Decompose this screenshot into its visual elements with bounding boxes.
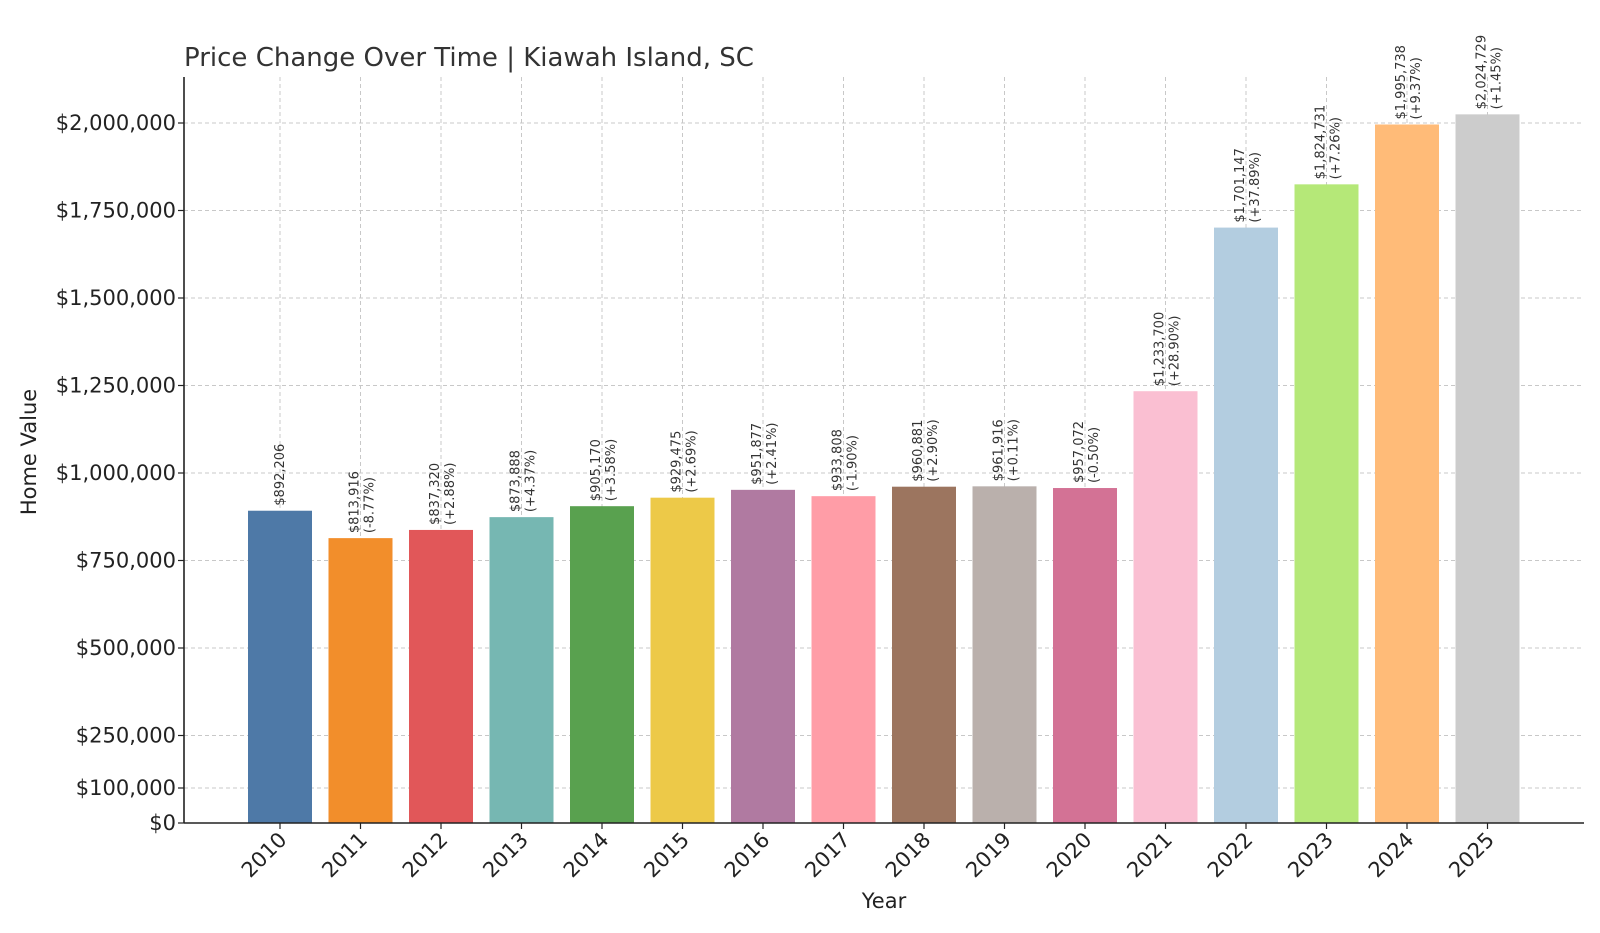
bar-change-label: (+1.45%)	[1490, 47, 1505, 109]
bar-value-label: $960,881	[911, 420, 926, 482]
bar-change-label: (+2.88%)	[443, 463, 458, 525]
bar-2014	[570, 506, 634, 823]
bar-change-label: (+28.90%)	[1168, 316, 1183, 387]
x-tick-label: 2011	[317, 828, 372, 883]
bar-change-label: (+7.26%)	[1329, 117, 1344, 179]
bar-2019	[972, 486, 1037, 823]
bar-value-label: $1,233,700	[1153, 312, 1168, 386]
bar-2022	[1214, 227, 1278, 823]
bar-change-label: (+37.89%)	[1248, 152, 1263, 223]
x-tick-label: 2013	[478, 828, 533, 883]
x-tick-label: 2016	[720, 828, 775, 883]
bar-2020	[1053, 488, 1117, 823]
bar-change-label: (+9.37%)	[1409, 57, 1424, 119]
y-tick-label: $1,500,000	[56, 286, 176, 310]
bar-value-label: $957,072	[1072, 421, 1087, 483]
bar-2023	[1294, 184, 1359, 824]
x-tick-label: 2020	[1042, 828, 1097, 883]
y-tick-label: $250,000	[76, 724, 176, 748]
bar-change-label: (-8.77%)	[363, 477, 378, 533]
x-tick-label: 2017	[800, 828, 855, 883]
x-tick-label: 2021	[1122, 828, 1177, 883]
bar-2012	[409, 529, 473, 823]
bar-value-label: $1,701,147	[1233, 148, 1248, 222]
x-tick-label: 2010	[237, 828, 292, 883]
x-tick-label: 2015	[639, 828, 694, 883]
y-tick-label: $0	[149, 811, 176, 835]
bar-2013	[489, 517, 554, 823]
y-ticks: $0 $100,000 $250,000 $500,000 $750,000 $1,000…	[56, 111, 184, 835]
bar-change-label: (+0.11%)	[1007, 419, 1022, 481]
bar-change-label: (+3.58%)	[604, 439, 619, 501]
grid-lines	[184, 77, 1584, 824]
bar-value-label: $2,024,729	[1475, 35, 1490, 109]
bar-2015	[650, 497, 715, 823]
chart-title: Price Change Over Time | Kiawah Island, …	[184, 43, 754, 73]
bar-change-label: (-1.90%)	[846, 435, 861, 491]
x-tick-label: 2024	[1364, 828, 1419, 883]
x-tick-label: 2014	[559, 828, 614, 883]
bar-value-label: $933,808	[831, 429, 846, 491]
bar-change-label: (+2.69%)	[685, 430, 700, 492]
y-axis-title: Home Value	[17, 389, 41, 515]
axes	[183, 77, 1584, 824]
bar-value-label: $813,916	[348, 471, 363, 533]
y-tick-label: $500,000	[76, 636, 176, 660]
bar-2017	[811, 496, 876, 823]
bar-value-label: $905,170	[589, 439, 604, 501]
bar-2021	[1133, 391, 1198, 823]
bar-change-label: (+2.41%)	[765, 422, 780, 484]
x-tick-label: 2012	[398, 828, 453, 883]
bar-change-label: (+4.37%)	[524, 450, 539, 512]
bar-value-label: $837,320	[428, 463, 443, 525]
bar-value-label: $929,475	[670, 431, 685, 493]
y-tick-label: $2,000,000	[56, 111, 176, 135]
x-tick-label: 2023	[1283, 828, 1338, 883]
x-ticks: 2010 2011 2012 2013 2014 2015 2016 2017 2018 2019…	[237, 823, 1499, 882]
bar-2025	[1455, 114, 1520, 823]
bar-value-label: $873,888	[509, 450, 524, 512]
bar-2010	[248, 510, 312, 823]
x-tick-label: 2019	[961, 828, 1016, 883]
bar-change-label: (-0.50%)	[1087, 427, 1102, 483]
bars	[248, 114, 1520, 824]
y-tick-label: $1,750,000	[56, 199, 176, 223]
bar-value-label: $1,995,738	[1394, 45, 1409, 119]
bar-value-label: $961,916	[992, 419, 1007, 481]
y-tick-label: $1,000,000	[56, 461, 176, 485]
bar-value-label: $892,206	[273, 444, 288, 506]
bar-2024	[1375, 124, 1439, 823]
x-axis-title: Year	[861, 889, 907, 913]
bar-value-label: $951,877	[750, 423, 765, 485]
bar-2011	[328, 538, 393, 823]
x-tick-label: 2025	[1444, 828, 1499, 883]
x-tick-label: 2022	[1203, 828, 1258, 883]
bar-2018	[892, 486, 956, 823]
y-tick-label: $750,000	[76, 549, 176, 573]
y-tick-label: $1,250,000	[56, 374, 176, 398]
bar-change-label: (+2.90%)	[926, 419, 941, 481]
bar-value-label: $1,824,731	[1314, 105, 1329, 179]
x-tick-label: 2018	[881, 828, 936, 883]
y-tick-label: $100,000	[76, 776, 176, 800]
bar-labels: $892,206 $813,916 (-8.77%) $837,320 (+2.88%)…	[273, 35, 1505, 533]
bar-2016	[731, 489, 795, 823]
